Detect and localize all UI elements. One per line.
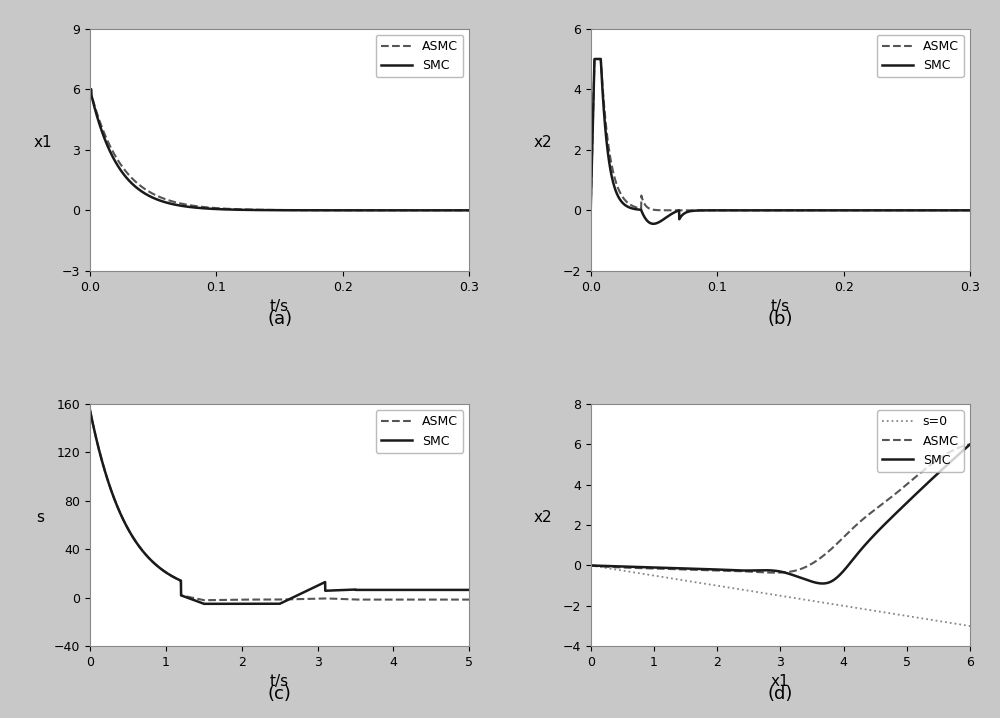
SMC — [127, 533, 139, 542]
ASMC — [791, 566, 803, 574]
ASMC — [258, 205, 270, 214]
ASMC — [588, 55, 600, 63]
SMC — [198, 600, 210, 608]
SMC — [810, 579, 822, 587]
ASMC — [150, 560, 162, 569]
SMC — [84, 406, 96, 414]
ASMC — [585, 206, 597, 215]
ASMC — [896, 484, 908, 493]
ASMC — [884, 206, 896, 215]
Line: ASMC: ASMC — [591, 444, 970, 573]
SMC — [84, 85, 96, 93]
SMC — [246, 600, 258, 608]
ASMC — [452, 206, 464, 215]
SMC — [463, 586, 475, 595]
Text: (a): (a) — [267, 310, 292, 328]
SMC — [230, 600, 242, 608]
ASMC — [953, 206, 965, 215]
SMC — [452, 206, 464, 215]
SMC — [150, 560, 162, 569]
ASMC — [452, 206, 464, 215]
Legend: ASMC, SMC: ASMC, SMC — [877, 35, 964, 78]
Y-axis label: s: s — [36, 510, 44, 525]
SMC — [964, 206, 976, 215]
SMC — [767, 567, 779, 575]
ASMC — [964, 206, 976, 215]
Line: ASMC: ASMC — [591, 59, 970, 210]
SMC — [953, 206, 965, 215]
SMC — [268, 206, 280, 215]
SMC — [585, 561, 597, 570]
ASMC — [953, 206, 965, 215]
SMC — [604, 164, 616, 173]
Legend: ASMC, SMC: ASMC, SMC — [376, 35, 463, 78]
SMC — [588, 55, 600, 63]
Text: (c): (c) — [268, 686, 292, 704]
ASMC — [415, 595, 427, 604]
ASMC — [585, 561, 597, 570]
SMC — [884, 206, 896, 215]
SMC — [896, 503, 908, 511]
ASMC — [456, 595, 468, 604]
SMC — [790, 572, 802, 580]
X-axis label: t/s: t/s — [270, 299, 289, 314]
SMC — [452, 206, 464, 215]
ASMC — [84, 406, 96, 414]
SMC — [415, 586, 427, 595]
ASMC — [956, 442, 968, 451]
ASMC — [765, 569, 777, 577]
SMC — [964, 440, 976, 449]
ASMC — [198, 596, 210, 605]
ASMC — [383, 206, 395, 215]
X-axis label: x1: x1 — [771, 674, 790, 689]
Y-axis label: x2: x2 — [534, 135, 552, 150]
ASMC — [769, 206, 781, 215]
ASMC — [759, 206, 771, 215]
Line: ASMC: ASMC — [90, 89, 469, 210]
ASMC — [769, 569, 781, 577]
ASMC — [463, 595, 475, 604]
Line: SMC: SMC — [90, 410, 469, 604]
ASMC — [246, 595, 258, 604]
SMC — [456, 586, 468, 595]
ASMC — [463, 206, 475, 215]
ASMC — [767, 569, 779, 577]
Legend: s=0, ASMC, SMC: s=0, ASMC, SMC — [877, 410, 964, 472]
SMC — [258, 206, 270, 215]
ASMC — [604, 153, 616, 162]
SMC — [647, 220, 659, 228]
SMC — [765, 566, 777, 574]
SMC — [463, 206, 475, 215]
Line: SMC: SMC — [591, 59, 970, 224]
SMC — [956, 447, 968, 456]
ASMC — [127, 533, 139, 542]
ASMC — [964, 440, 976, 449]
SMC — [103, 146, 115, 154]
X-axis label: t/s: t/s — [771, 299, 790, 314]
SMC — [817, 579, 829, 588]
ASMC — [103, 141, 115, 149]
SMC — [759, 206, 771, 215]
Line: ASMC: ASMC — [90, 410, 469, 600]
Line: SMC: SMC — [90, 89, 469, 210]
SMC — [770, 206, 782, 215]
SMC — [585, 206, 597, 215]
SMC — [383, 206, 395, 215]
Legend: ASMC, SMC: ASMC, SMC — [376, 410, 463, 452]
X-axis label: t/s: t/s — [270, 674, 289, 689]
Line: SMC: SMC — [591, 444, 970, 584]
Text: (b): (b) — [768, 310, 793, 328]
SMC — [953, 206, 965, 215]
ASMC — [268, 205, 280, 214]
ASMC — [84, 85, 96, 93]
Text: (d): (d) — [768, 686, 793, 704]
Y-axis label: x2: x2 — [534, 510, 552, 525]
ASMC — [811, 556, 823, 564]
Y-axis label: x1: x1 — [33, 135, 52, 150]
ASMC — [230, 595, 242, 604]
